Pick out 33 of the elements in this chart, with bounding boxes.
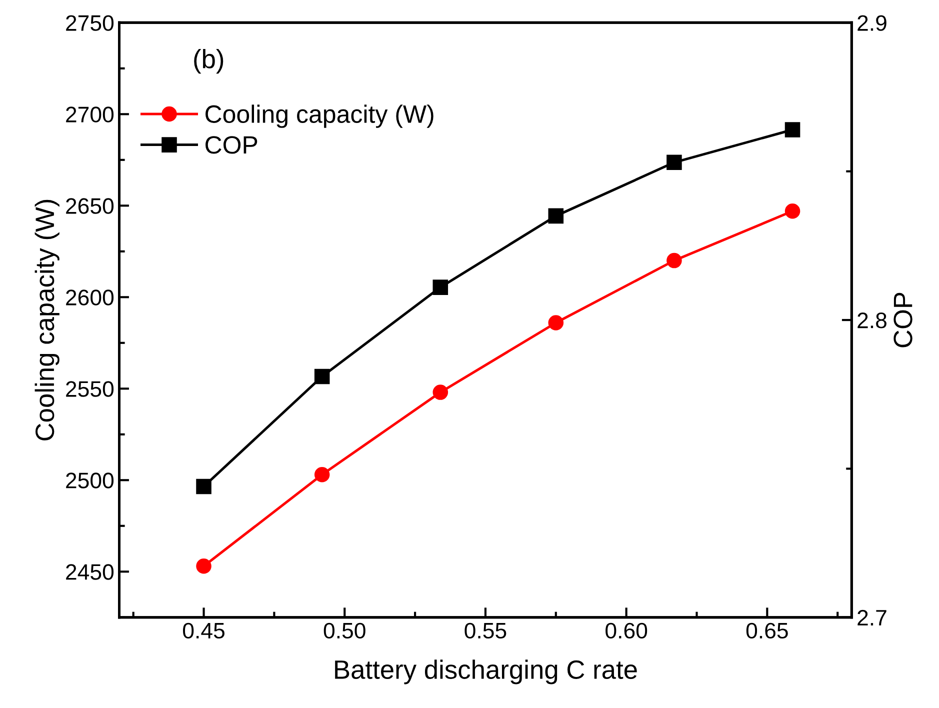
point bbox=[784, 203, 800, 219]
y-tick-label: 2500 bbox=[66, 472, 114, 488]
y-tick-label: 2650 bbox=[66, 198, 114, 214]
y-tick-label: 2450 bbox=[66, 564, 114, 580]
x-tick-label: 0.50 bbox=[324, 622, 366, 639]
x-tick-label: 0.60 bbox=[606, 622, 648, 639]
y-tick-label: 2600 bbox=[66, 290, 114, 306]
y2-tick-label: 2.8 bbox=[858, 312, 886, 328]
x-tick-label: 0.55 bbox=[464, 622, 506, 639]
annotation: (b) bbox=[194, 49, 224, 74]
x-tick-label: 0.45 bbox=[183, 622, 224, 639]
point bbox=[784, 122, 800, 138]
point bbox=[196, 558, 212, 574]
point bbox=[548, 208, 564, 224]
y2-tick-label: 2.7 bbox=[858, 610, 886, 626]
x-tick-label: 0.65 bbox=[746, 622, 788, 639]
y-tick-label: 2550 bbox=[66, 381, 114, 397]
point bbox=[314, 467, 330, 482]
x-axis-title: Battery discharging C rate bbox=[335, 660, 637, 684]
point bbox=[314, 368, 330, 384]
point bbox=[196, 478, 212, 494]
point bbox=[432, 384, 448, 400]
y-tick-label: 2750 bbox=[66, 15, 114, 31]
legend-label: COP bbox=[206, 136, 258, 154]
point bbox=[432, 280, 448, 295]
y2-axis-title: COP bbox=[894, 292, 912, 348]
point bbox=[548, 315, 564, 330]
point bbox=[666, 154, 682, 170]
point bbox=[666, 252, 682, 268]
y2-tick-label: 2.9 bbox=[858, 15, 886, 31]
y-tick-label: 2700 bbox=[66, 106, 114, 122]
y-axis-title: Cooling capacity (W) bbox=[34, 200, 60, 440]
legend-label: Cooling capacity (W) bbox=[206, 104, 434, 128]
